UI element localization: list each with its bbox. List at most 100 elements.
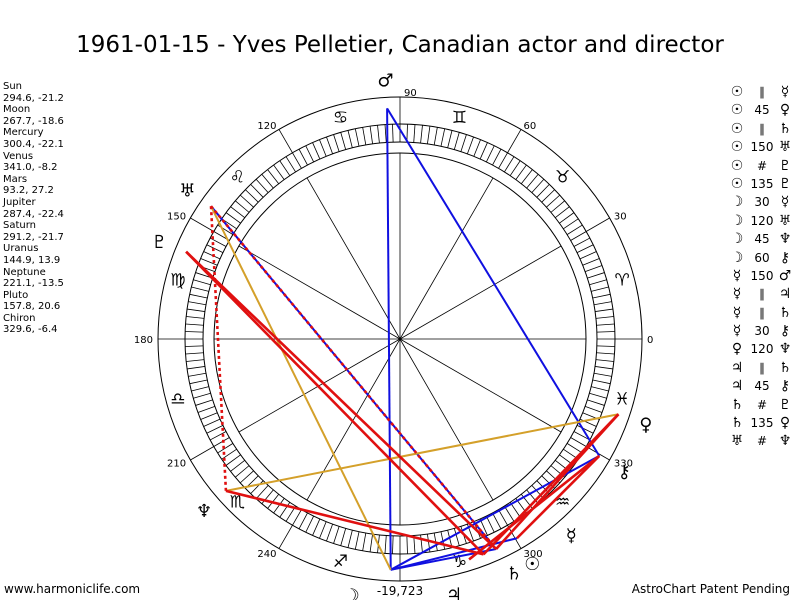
aspect-row: ☉ 135 ♇ bbox=[729, 175, 799, 193]
degree-tick bbox=[520, 169, 533, 185]
aspect-row: ☿ 150 ♂ bbox=[729, 267, 799, 285]
degree-tick bbox=[593, 372, 612, 377]
aspect-row: ☿ ∥ ♃ bbox=[729, 285, 799, 303]
degree-tick bbox=[185, 331, 204, 333]
degree-tick bbox=[239, 194, 254, 208]
degree-tick bbox=[200, 258, 218, 266]
degree-tick bbox=[536, 184, 550, 198]
zodiac-sign-icon: ♈ bbox=[615, 270, 630, 290]
degree-tick bbox=[550, 200, 565, 213]
degree-tick bbox=[261, 174, 274, 189]
degree-tick bbox=[596, 331, 615, 333]
venus-glyph-icon: ♀ bbox=[731, 341, 743, 358]
degree-tick bbox=[485, 145, 495, 163]
neptune-glyph-icon: ♆ bbox=[778, 433, 792, 450]
degree-label: 240 bbox=[257, 549, 276, 560]
degree-tick bbox=[587, 399, 605, 406]
degree-tick bbox=[333, 134, 340, 152]
degree-tick bbox=[593, 301, 612, 306]
degree-tick bbox=[566, 224, 583, 235]
saturn-glyph-icon: ♄ bbox=[730, 396, 744, 413]
aspect-row: ☉ 150 ♅ bbox=[729, 138, 799, 156]
degree-tick bbox=[347, 130, 353, 148]
position-coords: 300.4, -22.1 bbox=[3, 138, 64, 150]
degree-tick bbox=[354, 531, 360, 550]
degree-tick bbox=[584, 265, 603, 272]
division-line bbox=[399, 338, 494, 501]
aspect-row: ♃ 45 ⚷ bbox=[729, 377, 799, 395]
venus-glyph-icon: ♀ bbox=[779, 415, 791, 432]
position-coords: 267.7, -18.6 bbox=[3, 115, 64, 127]
sun-glyph-icon: ☉ bbox=[730, 102, 744, 119]
degree-tick bbox=[209, 237, 227, 247]
degree-tick bbox=[592, 379, 611, 385]
degree-tick bbox=[193, 279, 211, 286]
saturn-glyph-icon: ♄ bbox=[778, 304, 792, 321]
degree-tick bbox=[230, 206, 246, 219]
degree-tick bbox=[420, 125, 423, 144]
degree-tick bbox=[225, 212, 241, 224]
degree-tick bbox=[504, 156, 515, 173]
sun-glyph-icon: ☉ bbox=[730, 84, 744, 100]
division-line-outer bbox=[507, 524, 522, 549]
degree-tick bbox=[292, 152, 302, 169]
degree-tick bbox=[492, 148, 502, 166]
venus-glyph-icon: ♀ bbox=[779, 102, 791, 119]
degree-tick bbox=[440, 128, 446, 147]
sun-glyph-icon: ☉ bbox=[730, 157, 744, 174]
position-coords: 93.2, 27.2 bbox=[3, 185, 54, 197]
degree-tick bbox=[406, 535, 408, 554]
pluto-glyph-icon: ♇ bbox=[778, 396, 792, 413]
saturn-glyph-icon: ♄ bbox=[730, 415, 744, 432]
aspect-type: 45 bbox=[754, 232, 770, 247]
planet-positions-list: Sun 294.6, -21.2 Moon 267.7, -18.6 Mercury 30… bbox=[3, 81, 64, 336]
position-name: Mercury bbox=[3, 127, 44, 139]
aspect-type: ∥ bbox=[759, 287, 765, 302]
degree-tick bbox=[312, 518, 321, 536]
aspect-type: # bbox=[756, 158, 768, 173]
aspect-row: ☉ ∥ ♄ bbox=[729, 120, 799, 138]
aspect-line bbox=[515, 454, 601, 540]
aspect-type: 120 bbox=[750, 213, 774, 228]
mercury-planet-icon: ☿ bbox=[566, 526, 577, 547]
degree-tick bbox=[273, 498, 285, 514]
jupiter-glyph-icon: ♃ bbox=[730, 378, 744, 395]
degree-tick bbox=[589, 279, 607, 286]
degree-tick bbox=[541, 189, 555, 203]
degree-tick bbox=[235, 465, 250, 478]
aspect-row: ☽ 60 ⚷ bbox=[729, 249, 799, 267]
sun-glyph-icon: ☉ bbox=[730, 139, 744, 156]
degree-tick bbox=[392, 535, 394, 554]
footer-patent: AstroChart Patent Pending bbox=[631, 582, 790, 596]
division-line-outer bbox=[190, 446, 215, 461]
degree-tick bbox=[312, 142, 321, 160]
degree-tick bbox=[384, 535, 387, 554]
zodiac-sign-icon: ♐ bbox=[333, 552, 348, 572]
aspect-row: ♄ # ♇ bbox=[729, 396, 799, 414]
degree-label: 30 bbox=[614, 212, 627, 223]
degree-label: 210 bbox=[167, 459, 186, 470]
degree-tick bbox=[319, 139, 327, 157]
division-line-outer bbox=[278, 129, 293, 154]
position-coords: 157.8, 20.6 bbox=[3, 301, 61, 313]
uranus-glyph-icon: ♅ bbox=[778, 212, 792, 229]
degree-tick bbox=[285, 156, 296, 173]
degree-tick bbox=[213, 437, 230, 447]
degree-tick bbox=[191, 386, 209, 392]
degree-tick bbox=[362, 532, 367, 551]
chiron-planet-icon: ⚷ bbox=[618, 462, 631, 483]
degree-label: 150 bbox=[167, 212, 186, 223]
neptune-planet-icon: ♆ bbox=[196, 501, 212, 522]
degree-tick bbox=[298, 148, 308, 166]
degree-tick bbox=[559, 212, 575, 224]
neptune-glyph-icon: ♆ bbox=[778, 341, 792, 358]
degree-tick bbox=[573, 237, 591, 247]
degree-tick bbox=[203, 251, 221, 260]
aspect-row: ☉ # ♇ bbox=[729, 157, 799, 175]
zodiac-sign-icon: ♒ bbox=[555, 493, 570, 513]
degree-tick bbox=[340, 528, 347, 546]
degree-tick bbox=[498, 152, 508, 169]
mercury-glyph-icon: ☿ bbox=[732, 304, 742, 321]
zodiac-sign-icon: ♎ bbox=[170, 390, 185, 410]
aspect-type: 30 bbox=[754, 195, 770, 210]
